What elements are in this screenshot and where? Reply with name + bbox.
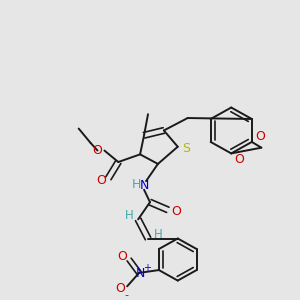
- Text: O: O: [93, 144, 102, 157]
- Text: S: S: [182, 142, 190, 155]
- Text: N: N: [135, 267, 145, 280]
- Text: H: H: [131, 178, 141, 191]
- Text: O: O: [234, 153, 244, 166]
- Text: -: -: [124, 290, 128, 300]
- Text: H: H: [154, 228, 162, 241]
- Text: O: O: [117, 250, 127, 263]
- Text: +: +: [143, 263, 151, 273]
- Text: H: H: [125, 209, 134, 222]
- Text: O: O: [171, 205, 181, 218]
- Text: O: O: [115, 282, 125, 295]
- Text: O: O: [255, 130, 265, 143]
- Text: O: O: [97, 174, 106, 187]
- Text: N: N: [140, 179, 149, 192]
